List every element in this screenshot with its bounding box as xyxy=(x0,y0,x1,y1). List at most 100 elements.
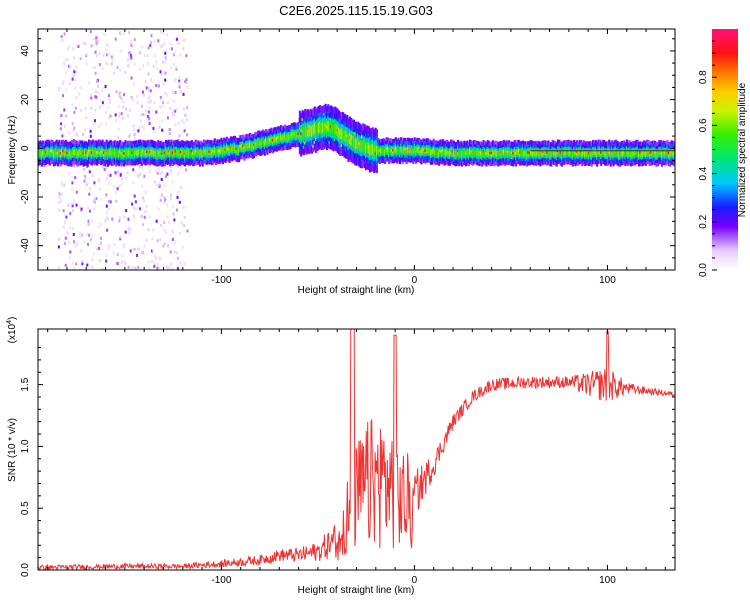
heatmap-cell xyxy=(216,148,219,155)
heatmap-cell xyxy=(79,57,82,61)
heatmap-cell xyxy=(91,258,94,262)
heatmap-cell xyxy=(81,262,84,266)
heatmap-cell xyxy=(71,261,74,265)
heatmap-cell xyxy=(147,110,150,114)
heatmap-cell xyxy=(156,239,159,243)
heatmap-cell xyxy=(107,199,110,203)
heatmap-cell xyxy=(127,150,130,157)
heatmap-cell xyxy=(63,124,66,128)
heatmap-cell xyxy=(58,208,60,212)
heatmap-cell xyxy=(658,149,661,156)
heatmap-cell xyxy=(209,149,212,155)
heatmap-cell xyxy=(181,149,184,156)
heatmap-cell xyxy=(81,259,84,263)
heatmap-cell xyxy=(72,47,75,51)
heatmap-cell xyxy=(627,150,630,157)
heatmap-cell xyxy=(105,122,108,126)
heatmap-cell xyxy=(478,151,481,157)
colorbar-tick-label: 0.4 xyxy=(698,166,709,180)
heatmap-cell xyxy=(331,123,334,134)
heatmap-cell xyxy=(94,50,97,54)
heatmap-cell xyxy=(413,146,416,153)
heatmap-cell xyxy=(415,148,418,155)
heatmap-cell xyxy=(60,192,63,196)
heatmap-cell xyxy=(116,262,119,265)
heatmap-cell xyxy=(80,249,83,253)
heatmap-cell xyxy=(142,64,145,68)
heatmap-cell xyxy=(147,46,150,50)
heatmap-cell xyxy=(172,91,174,95)
heatmap-cell xyxy=(58,195,61,199)
heatmap-cell xyxy=(169,169,172,172)
heatmap-cell xyxy=(155,257,158,261)
heatmap-cell xyxy=(198,151,201,158)
heatmap-cell xyxy=(565,149,568,156)
heatmap-cell xyxy=(134,207,137,211)
heatmap-cell xyxy=(159,30,162,34)
heatmap-cell xyxy=(168,221,171,225)
y-tick-label: 40 xyxy=(20,45,31,57)
heatmap-cell xyxy=(644,150,647,157)
heatmap-cell xyxy=(97,84,99,88)
heatmap-cell xyxy=(140,119,142,123)
heatmap-cell xyxy=(159,105,162,109)
heatmap-cell xyxy=(86,206,89,210)
heatmap-cell xyxy=(91,266,94,269)
heatmap-cell xyxy=(267,138,270,144)
heatmap-cell xyxy=(186,133,188,137)
heatmap-cell xyxy=(79,206,82,210)
heatmap-cell xyxy=(145,210,148,214)
heatmap-cell xyxy=(133,62,136,66)
y-tick-label: 0.0 xyxy=(20,563,31,577)
heatmap-cell xyxy=(95,95,98,99)
heatmap-cell xyxy=(416,147,419,153)
heatmap-cell xyxy=(78,92,81,96)
heatmap-cell xyxy=(67,57,70,61)
spectrogram-frame xyxy=(37,28,676,271)
heatmap-cell xyxy=(157,39,160,43)
heatmap-cell xyxy=(115,119,118,123)
heatmap-cell xyxy=(319,121,322,133)
heatmap-cell xyxy=(162,32,165,35)
heatmap-cell xyxy=(433,149,437,156)
heatmap-cell xyxy=(185,78,188,82)
heatmap-cell xyxy=(283,133,287,140)
heatmap-cell xyxy=(120,97,123,100)
heatmap-cell xyxy=(139,164,142,168)
heatmap-cell xyxy=(58,86,61,90)
heatmap-cell xyxy=(172,110,175,114)
heatmap-cell xyxy=(123,260,126,263)
heatmap-cell xyxy=(130,95,133,99)
heatmap-cell xyxy=(118,93,121,97)
heatmap-cell xyxy=(107,105,110,109)
heatmap-cell xyxy=(98,91,101,95)
heatmap-cell xyxy=(122,245,125,249)
heatmap-cell xyxy=(159,198,162,202)
heatmap-cell xyxy=(96,248,99,251)
heatmap-cell xyxy=(141,223,144,227)
heatmap-cell xyxy=(382,147,385,154)
heatmap-cell xyxy=(121,150,124,157)
heatmap-cell xyxy=(139,172,142,176)
heatmap-cell xyxy=(100,267,103,270)
heatmap-cell xyxy=(142,113,144,116)
heatmap-cell xyxy=(186,118,188,122)
heatmap-cell xyxy=(67,203,69,207)
heatmap-cell xyxy=(161,128,164,132)
heatmap-cell xyxy=(279,134,283,141)
heatmap-cell xyxy=(141,104,143,108)
heatmap-cell xyxy=(66,231,69,235)
snr-xlabel: Height of straight line (km) xyxy=(298,585,415,596)
heatmap-cell xyxy=(63,183,66,187)
heatmap-cell xyxy=(90,96,93,100)
heatmap-cell xyxy=(101,67,104,71)
heatmap-cell xyxy=(135,149,138,156)
x-tick-label: 0 xyxy=(412,575,418,586)
x-tick-label: 0 xyxy=(412,275,418,286)
heatmap-cell xyxy=(313,123,316,134)
heatmap-cell xyxy=(180,221,183,225)
heatmap-cell xyxy=(163,200,166,204)
heatmap-cell xyxy=(310,126,314,138)
heatmap-cell xyxy=(475,150,478,156)
